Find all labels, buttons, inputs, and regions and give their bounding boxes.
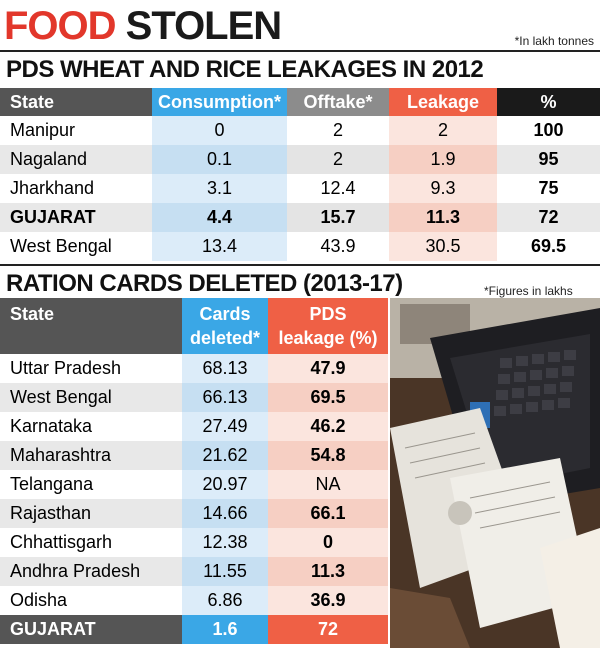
table-header-row: State Consumption* Offtake* Leakage %: [0, 87, 600, 117]
col-header-cards-line2: deleted*: [189, 328, 261, 348]
cell-consumption: 4.4: [152, 203, 287, 232]
cell-pds: 46.2: [268, 412, 388, 441]
cell-pct: 72: [497, 203, 600, 232]
header: FOOD STOLEN *In lakh tonnes: [0, 0, 600, 52]
photo-illustration: [390, 298, 600, 648]
table1-title: PDS WHEAT AND RICE LEAKAGES IN 2012: [6, 56, 484, 83]
col-header-leakage: Leakage: [389, 88, 497, 116]
col-header-cards-line1: Cards: [199, 304, 251, 324]
cell-cards: 21.62: [182, 441, 268, 470]
title-word-stolen: STOLEN: [125, 4, 283, 48]
table-row: Nagaland 0.1 2 1.9 95: [0, 145, 600, 174]
cell-leakage: 2: [389, 116, 497, 145]
col-header-consumption: Consumption*: [152, 88, 287, 116]
table-row: Uttar Pradesh 68.13 47.9: [0, 354, 388, 383]
cell-state: GUJARAT: [0, 203, 152, 232]
cell-cards: 12.38: [182, 528, 268, 557]
cell-state: Andhra Pradesh: [0, 557, 182, 586]
cell-pds: NA: [268, 470, 388, 499]
cell-pds: 54.8: [268, 441, 388, 470]
cell-state: Karnataka: [0, 412, 182, 441]
cell-pct: 100: [497, 116, 600, 145]
cell-pds: 0: [268, 528, 388, 557]
col-header-pds-leakage: PDS leakage (%): [268, 298, 388, 354]
figures-note: *Figures in lakhs: [484, 284, 573, 298]
cell-cards: 1.6: [182, 615, 268, 644]
table-row: Andhra Pradesh 11.55 11.3: [0, 557, 388, 586]
table-row: Manipur 0 2 2 100: [0, 116, 600, 145]
table-header-row: State Cards deleted* PDS leakage (%): [0, 298, 388, 354]
cell-state: Chhattisgarh: [0, 528, 182, 557]
cell-cards: 66.13: [182, 383, 268, 412]
cell-pct: 95: [497, 145, 600, 174]
cell-cards: 14.66: [182, 499, 268, 528]
cell-consumption: 3.1: [152, 174, 287, 203]
cell-state: Nagaland: [0, 145, 152, 174]
cell-cards: 6.86: [182, 586, 268, 615]
table2-title: RATION CARDS DELETED (2013-17): [6, 270, 403, 297]
cell-cards: 68.13: [182, 354, 268, 383]
cell-leakage: 11.3: [389, 203, 497, 232]
cell-cards: 11.55: [182, 557, 268, 586]
col-header-pct: %: [497, 88, 600, 116]
cell-state: Uttar Pradesh: [0, 354, 182, 383]
leakage-table: State Consumption* Offtake* Leakage % Ma…: [0, 87, 600, 261]
cell-state: Rajasthan: [0, 499, 182, 528]
table-row: Odisha 6.86 36.9: [0, 586, 388, 615]
col-header-cards-deleted: Cards deleted*: [182, 298, 268, 354]
table-row: West Bengal 66.13 69.5: [0, 383, 388, 412]
section-divider: [0, 264, 600, 266]
table-row: Chhattisgarh 12.38 0: [0, 528, 388, 557]
page-title: FOOD STOLEN: [4, 4, 283, 48]
table-row: Maharashtra 21.62 54.8: [0, 441, 388, 470]
cell-cards: 20.97: [182, 470, 268, 499]
cell-state: Odisha: [0, 586, 182, 615]
photo-pos-machine: [390, 298, 600, 648]
cell-state: Jharkhand: [0, 174, 152, 203]
cell-leakage: 30.5: [389, 232, 497, 261]
cell-pct: 69.5: [497, 232, 600, 261]
cell-consumption: 0.1: [152, 145, 287, 174]
table-row: Telangana 20.97 NA: [0, 470, 388, 499]
table-footer-row: GUJARAT 1.6 72: [0, 615, 388, 644]
cell-offtake: 12.4: [287, 174, 389, 203]
cell-state: Maharashtra: [0, 441, 182, 470]
col-header-state: State: [0, 87, 152, 117]
cell-offtake: 2: [287, 116, 389, 145]
ration-cards-table: State Cards deleted* PDS leakage (%) Utt…: [0, 298, 388, 644]
cell-pds: 36.9: [268, 586, 388, 615]
col-header-offtake: Offtake*: [287, 88, 389, 116]
cell-consumption: 13.4: [152, 232, 287, 261]
col-header-pds-line1: PDS: [309, 304, 347, 324]
cell-state: Telangana: [0, 470, 182, 499]
cell-cards: 27.49: [182, 412, 268, 441]
units-note: *In lakh tonnes: [514, 34, 594, 48]
cell-offtake: 43.9: [287, 232, 389, 261]
cell-state: Manipur: [0, 116, 152, 145]
cell-pct: 75: [497, 174, 600, 203]
cell-state: West Bengal: [0, 383, 182, 412]
cell-leakage: 1.9: [389, 145, 497, 174]
table-row: GUJARAT 4.4 15.7 11.3 72: [0, 203, 600, 232]
table-row: Jharkhand 3.1 12.4 9.3 75: [0, 174, 600, 203]
table-row: Rajasthan 14.66 66.1: [0, 499, 388, 528]
col-header-state: State: [0, 298, 182, 354]
cell-offtake: 2: [287, 145, 389, 174]
cell-state: West Bengal: [0, 232, 152, 261]
cell-state: GUJARAT: [0, 615, 182, 644]
col-header-pds-line2: leakage (%): [278, 328, 378, 348]
cell-pds: 47.9: [268, 354, 388, 383]
table-row: West Bengal 13.4 43.9 30.5 69.5: [0, 232, 600, 261]
title-word-food: FOOD: [4, 4, 117, 48]
cell-pds: 69.5: [268, 383, 388, 412]
cell-pds: 11.3: [268, 557, 388, 586]
cell-consumption: 0: [152, 116, 287, 145]
cell-leakage: 9.3: [389, 174, 497, 203]
cell-pds: 72: [268, 615, 388, 644]
table-row: Karnataka 27.49 46.2: [0, 412, 388, 441]
cell-pds: 66.1: [268, 499, 388, 528]
cell-offtake: 15.7: [287, 203, 389, 232]
